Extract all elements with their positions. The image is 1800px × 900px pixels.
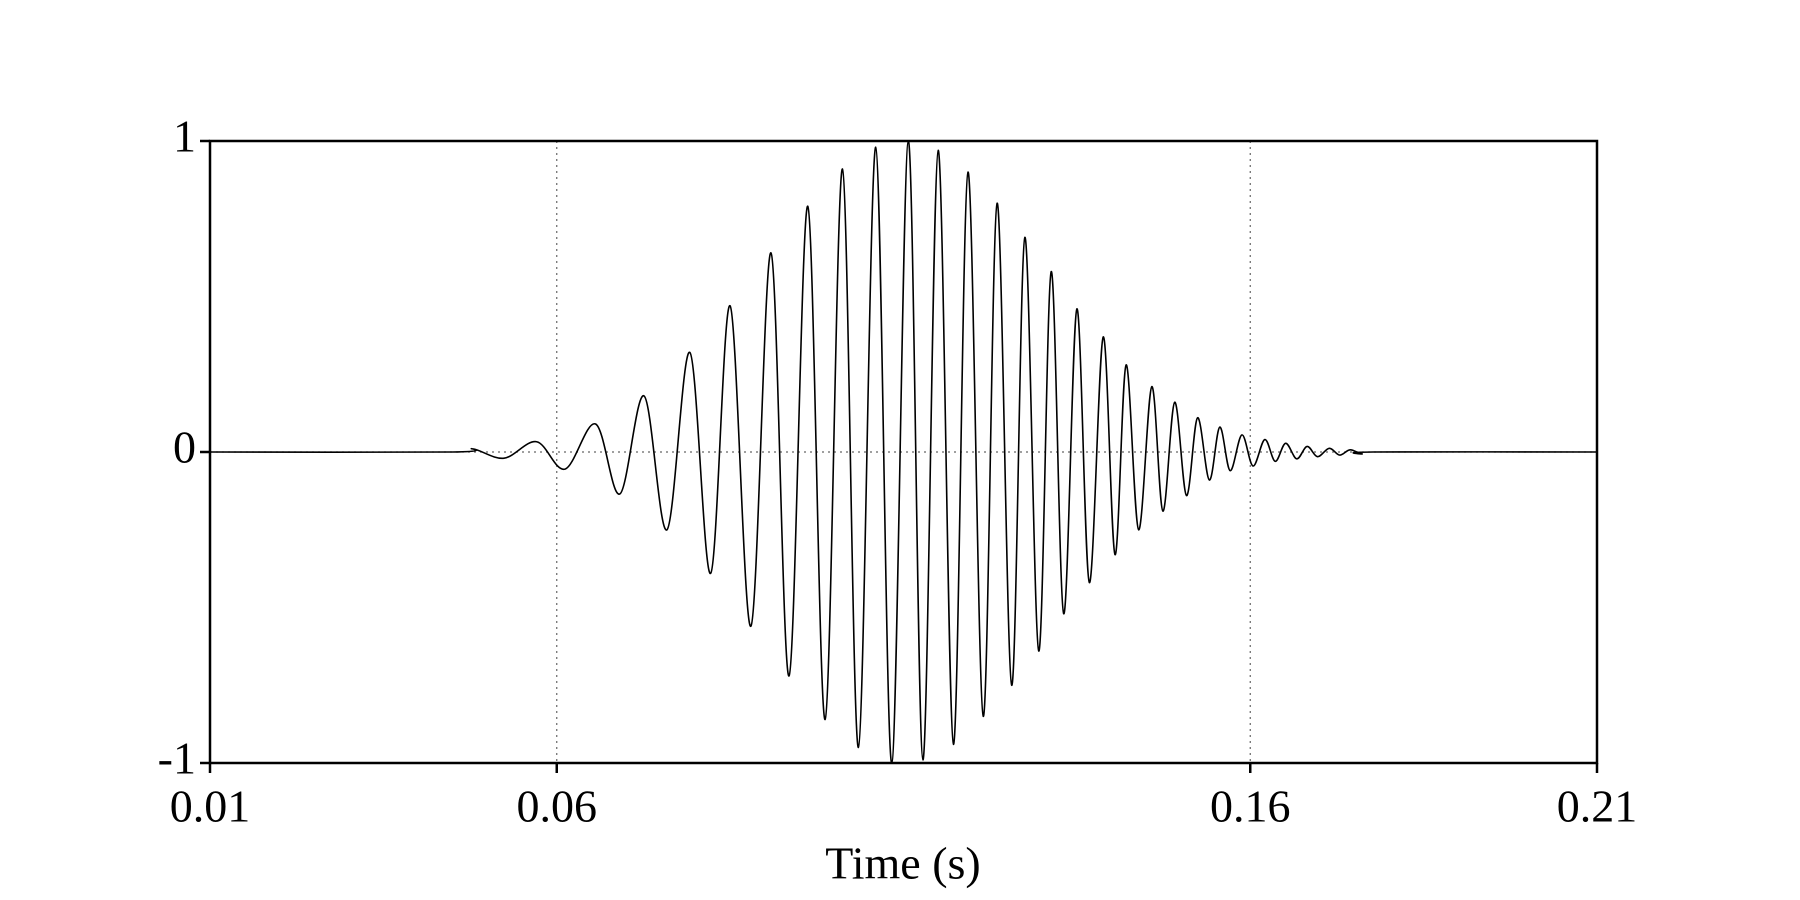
plot-frame — [208, 139, 1599, 765]
waveform — [209, 140, 1598, 764]
y-tick-label: 0 — [173, 422, 196, 473]
x-tick-label: 0.16 — [1210, 781, 1291, 832]
x-tick-label: 0.21 — [1557, 781, 1638, 832]
y-tick-label: 1 — [173, 111, 196, 162]
x-tick-label: 0.06 — [517, 781, 598, 832]
x-axis-label: Time (s) — [825, 838, 981, 889]
x-tick-label: 0.01 — [170, 781, 251, 832]
y-tick-label: -1 — [158, 733, 196, 784]
